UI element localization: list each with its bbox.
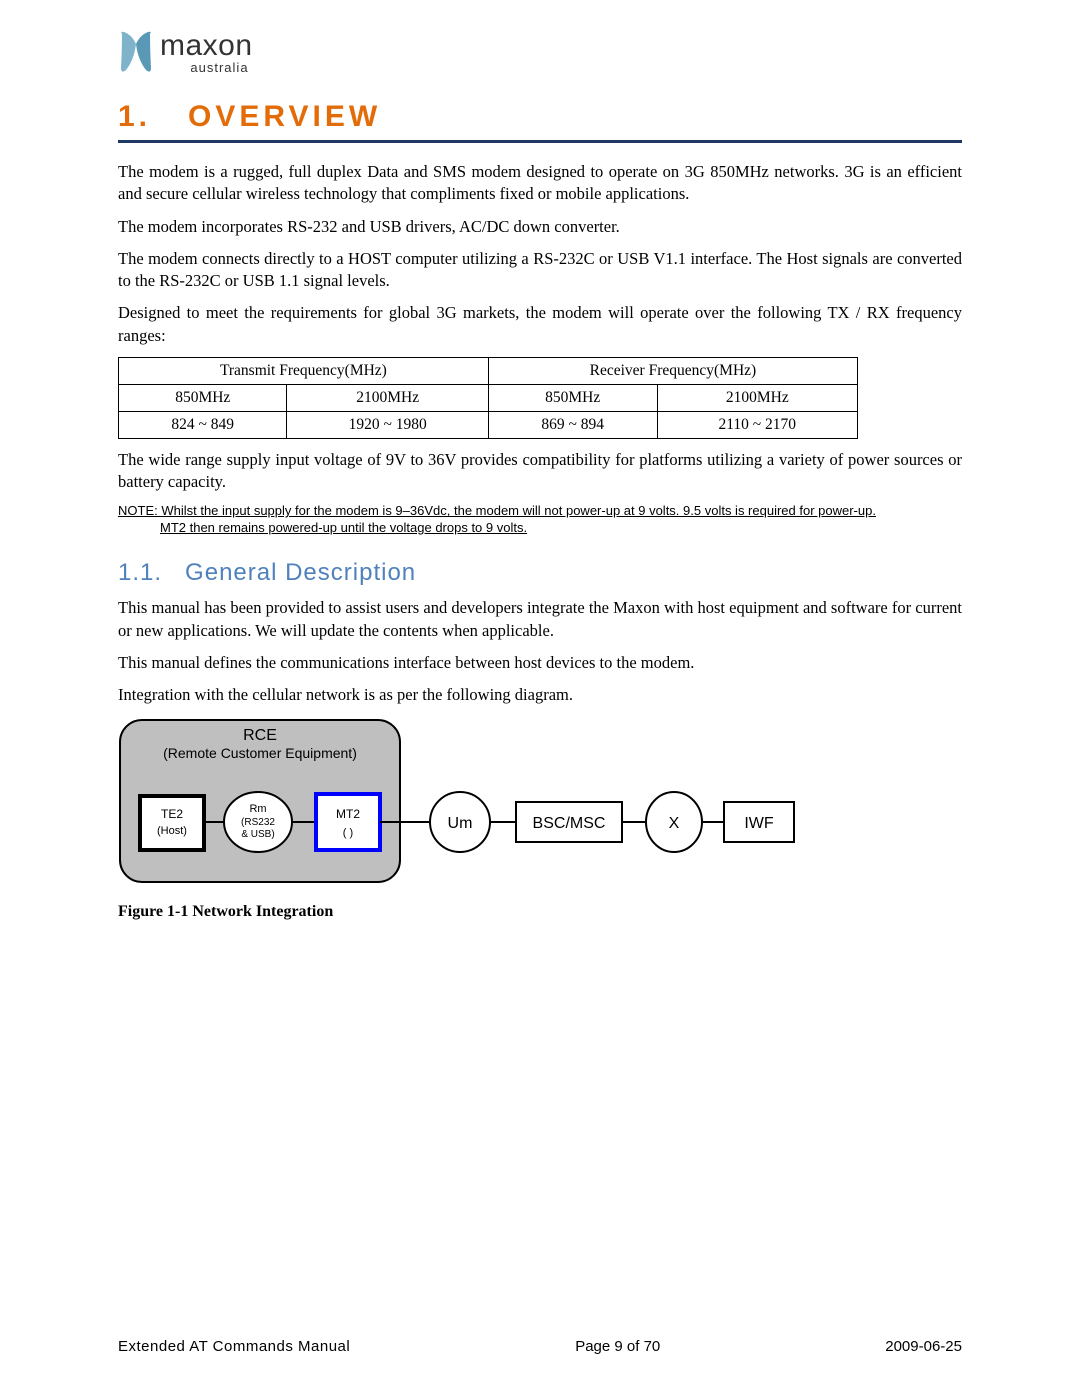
frequency-table: Transmit Frequency(MHz) Receiver Frequen… bbox=[118, 357, 858, 439]
logo-text: maxon australia bbox=[160, 31, 253, 74]
para-intro-1: The modem is a rugged, full duplex Data … bbox=[118, 161, 962, 206]
section-title-text: OVERVIEW bbox=[188, 100, 381, 133]
iwf-label: IWF bbox=[744, 815, 774, 832]
subsection-heading: 1.1. General Description bbox=[118, 559, 962, 587]
figure-caption: Figure 1-1 Network Integration bbox=[118, 903, 962, 921]
logo: maxon australia bbox=[118, 30, 962, 74]
logo-subtext: australia bbox=[160, 61, 253, 74]
rm-l1: Rm bbox=[249, 803, 266, 815]
footer-right: 2009-06-25 bbox=[885, 1338, 962, 1355]
footer-left: Extended AT Commands Manual bbox=[118, 1338, 350, 1355]
subsection-number: 1.1. bbox=[118, 559, 162, 586]
page-footer: Extended AT Commands Manual Page 9 of 70… bbox=[118, 1338, 962, 1355]
td-rx-850: 869 ~ 894 bbox=[488, 411, 657, 438]
th-rx-850: 850MHz bbox=[488, 384, 657, 411]
para-voltage: The wide range supply input voltage of 9… bbox=[118, 449, 962, 494]
para-desc-2: This manual defines the communications i… bbox=[118, 652, 962, 674]
section-number: 1. bbox=[118, 100, 151, 133]
rce-label2: (Remote Customer Equipment) bbox=[163, 745, 357, 761]
network-diagram: RCE (Remote Customer Equipment) TE2 (Hos… bbox=[118, 718, 962, 921]
section-heading: 1. OVERVIEW bbox=[118, 100, 962, 136]
td-tx-2100: 1920 ~ 1980 bbox=[287, 411, 488, 438]
note-line2: MT2 then remains powered-up until the vo… bbox=[118, 520, 962, 535]
node-te2 bbox=[140, 796, 204, 850]
mt2-l1: MT2 bbox=[336, 807, 360, 821]
th-tx-850: 850MHz bbox=[119, 384, 287, 411]
rm-l2: (RS232 bbox=[241, 817, 275, 828]
logo-brand: maxon bbox=[160, 31, 253, 61]
para-intro-4: Designed to meet the requirements for gl… bbox=[118, 302, 962, 347]
node-mt2 bbox=[316, 794, 380, 850]
subsection-title-text: General Description bbox=[185, 559, 416, 586]
mt2-l2: ( ) bbox=[343, 827, 353, 839]
para-intro-2: The modem incorporates RS-232 and USB dr… bbox=[118, 216, 962, 238]
logo-mark-icon bbox=[118, 30, 154, 74]
rm-l3: & USB) bbox=[241, 829, 274, 840]
note-block: NOTE: Whilst the input supply for the mo… bbox=[118, 503, 962, 535]
rce-label1: RCE bbox=[243, 727, 277, 744]
th-tx-2100: 2100MHz bbox=[287, 384, 488, 411]
te2-l1: TE2 bbox=[161, 807, 183, 821]
x-label: X bbox=[669, 815, 680, 832]
th-rx: Receiver Frequency(MHz) bbox=[488, 357, 857, 384]
um-label: Um bbox=[448, 815, 473, 832]
footer-center: Page 9 of 70 bbox=[575, 1338, 660, 1355]
th-rx-2100: 2100MHz bbox=[657, 384, 857, 411]
para-intro-3: The modem connects directly to a HOST co… bbox=[118, 248, 962, 293]
note-line1: NOTE: Whilst the input supply for the mo… bbox=[118, 503, 876, 518]
para-desc-1: This manual has been provided to assist … bbox=[118, 597, 962, 642]
th-tx: Transmit Frequency(MHz) bbox=[119, 357, 489, 384]
td-rx-2100: 2110 ~ 2170 bbox=[657, 411, 857, 438]
para-desc-3: Integration with the cellular network is… bbox=[118, 684, 962, 706]
te2-l2: (Host) bbox=[157, 825, 187, 837]
td-tx-850: 824 ~ 849 bbox=[119, 411, 287, 438]
heading-rule bbox=[118, 140, 962, 143]
bsc-label: BSC/MSC bbox=[533, 815, 606, 832]
